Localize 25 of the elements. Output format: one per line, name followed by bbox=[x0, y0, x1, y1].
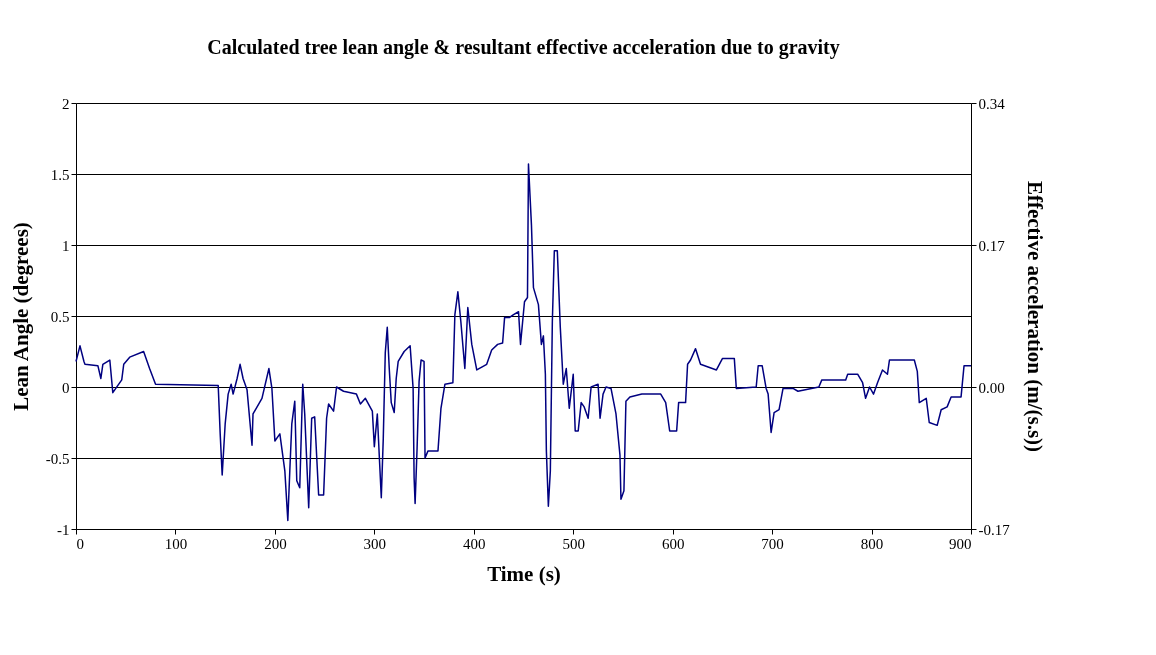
x-tick-label: 600 bbox=[661, 535, 685, 552]
x-tick-label: 700 bbox=[761, 535, 784, 552]
y-tick-label: 0 bbox=[62, 379, 70, 396]
x-axis-title: Time (s) bbox=[487, 561, 561, 586]
y2-axis-title: Effective acceleration (m/(s.s)) bbox=[1022, 180, 1047, 453]
y2-tick-label: -0.17 bbox=[978, 521, 1011, 538]
x-tick-label: 800 bbox=[860, 535, 884, 552]
x-tick-label: 500 bbox=[562, 535, 585, 552]
y2-tick-label: 0.34 bbox=[978, 95, 1006, 112]
y-tick-label: 1 bbox=[62, 237, 70, 254]
x-tick-label: 100 bbox=[164, 535, 188, 552]
x-tick-label: 300 bbox=[363, 535, 387, 552]
y-tick-label: -1 bbox=[57, 521, 70, 538]
x-tick-label: 900 bbox=[949, 535, 972, 552]
y2-tick-label: 0.17 bbox=[978, 237, 1006, 254]
y-tick-label: 0.5 bbox=[50, 308, 70, 325]
y-tick-label: 1.5 bbox=[50, 166, 70, 183]
y2-tick-label: 0.00 bbox=[978, 379, 1005, 396]
x-tick-label: 0 bbox=[76, 535, 84, 552]
x-tick-label: 400 bbox=[463, 535, 486, 552]
y-axis-title: Lean Angle (degrees) bbox=[8, 222, 33, 411]
x-tick-label: 200 bbox=[264, 535, 287, 552]
y-tick-label: -0.5 bbox=[45, 450, 70, 467]
chart-title: Calculated tree lean angle & resultant effective acceleration due to gravity bbox=[207, 36, 840, 59]
y-tick-label: 2 bbox=[62, 95, 70, 112]
